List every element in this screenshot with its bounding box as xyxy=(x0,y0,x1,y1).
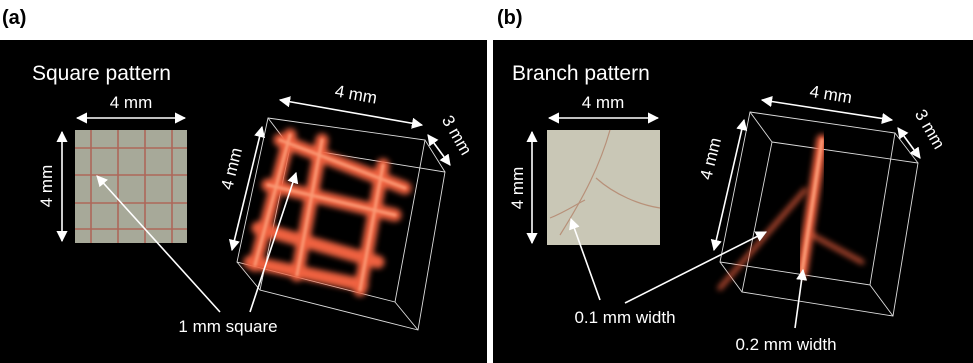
dimension-label: 4 mm xyxy=(582,93,625,112)
figure: (a) Square pattern 4 mm 4 mm 4 xyxy=(0,0,973,363)
panel-title: Square pattern xyxy=(32,62,171,85)
annotation: 0.2 mm width xyxy=(735,335,836,354)
photo xyxy=(75,130,187,243)
shape xyxy=(75,130,187,243)
annotation: 1 mm square xyxy=(178,317,277,336)
panel-label: (b) xyxy=(497,7,523,29)
annotation: 0.1 mm width xyxy=(574,308,675,327)
panel-a: (a) Square pattern 4 mm 4 mm 4 xyxy=(0,7,487,363)
panel-title: Branch pattern xyxy=(512,62,650,85)
dimension-label: 4 mm xyxy=(110,93,153,112)
photo xyxy=(547,130,660,245)
dimension-label: 4 mm xyxy=(37,165,56,208)
panel-b: (b) Branch pattern 4 mm 4 mm 4 mm 3 mm 4… xyxy=(493,7,973,363)
panel-label: (a) xyxy=(2,7,26,29)
dimension-label: 4 mm xyxy=(508,167,527,210)
